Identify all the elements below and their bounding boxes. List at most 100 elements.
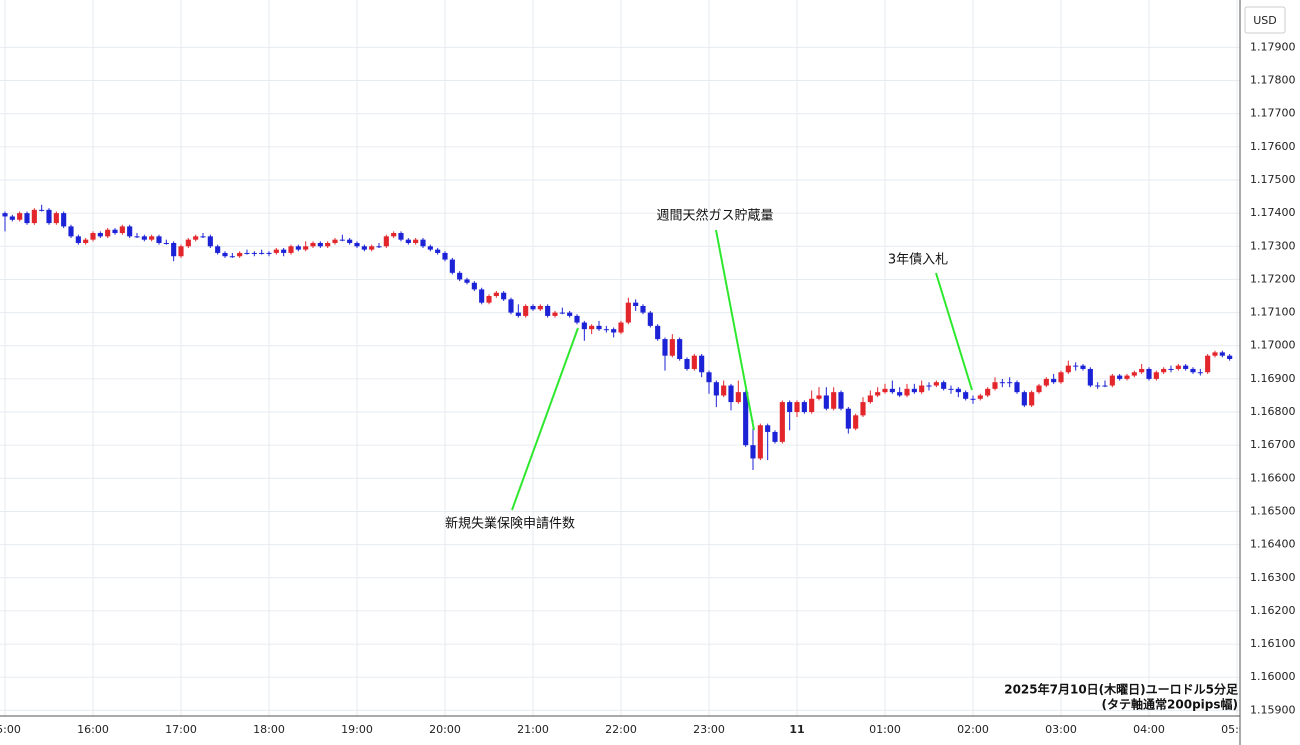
candle-body	[1036, 385, 1042, 393]
x-tick-label: 15:00	[0, 723, 21, 736]
caption: (タテ軸通常200pips幅)	[1102, 697, 1238, 712]
candle-body	[1109, 375, 1115, 386]
candle-body	[251, 252, 257, 254]
candle-body	[185, 239, 191, 247]
annotation: 3年債入札	[888, 253, 948, 268]
x-tick-label: 17:00	[165, 723, 197, 736]
candle-body	[640, 305, 646, 313]
candle-body	[992, 382, 998, 389]
candle-body	[24, 213, 30, 224]
candle-body	[229, 256, 235, 258]
candle-body	[1168, 368, 1174, 370]
y-tick-label: 1.16100	[1250, 637, 1296, 650]
candle-body	[420, 239, 426, 247]
y-tick-label: 1.17500	[1250, 173, 1296, 186]
x-tick-label: 21:00	[517, 723, 549, 736]
candle-body	[897, 392, 903, 396]
candle-body	[310, 242, 316, 247]
candle-body	[545, 305, 551, 316]
candle-body	[178, 246, 184, 257]
candle-body	[127, 226, 133, 237]
y-tick-label: 1.16900	[1250, 372, 1296, 385]
candle-body	[9, 216, 15, 220]
candle-body	[523, 305, 529, 316]
y-tick-label: 1.16000	[1250, 670, 1296, 683]
candle-body	[105, 229, 111, 237]
candle-body	[61, 213, 67, 227]
candle-body	[889, 388, 895, 393]
candle-body	[1139, 368, 1145, 373]
y-tick-label: 1.17100	[1250, 306, 1296, 319]
candle-body	[926, 385, 932, 387]
candle-body	[288, 246, 294, 253]
candle-body	[207, 236, 213, 247]
candle-body	[119, 226, 125, 234]
candle-body	[1117, 375, 1123, 379]
currency-label: USD	[1253, 14, 1277, 27]
candle-body	[112, 229, 118, 234]
x-tick-label: 20:00	[429, 723, 461, 736]
y-tick-label: 1.17800	[1250, 74, 1296, 87]
candle-body	[1205, 355, 1211, 373]
y-tick-label: 1.16300	[1250, 571, 1296, 584]
candle-body	[596, 325, 602, 330]
x-tick-label: 16:00	[77, 723, 109, 736]
candle-body	[405, 239, 411, 243]
candle-body	[317, 242, 323, 247]
candle-body	[501, 292, 507, 300]
y-tick-label: 1.15900	[1250, 703, 1296, 716]
candle-body	[1190, 368, 1196, 373]
y-tick-label: 1.17300	[1250, 239, 1296, 252]
candle-body	[779, 402, 785, 442]
candle-body	[295, 246, 301, 250]
candle-body	[985, 388, 991, 396]
candle-body	[464, 279, 470, 283]
candle-body	[1146, 368, 1152, 379]
candle-body	[721, 385, 727, 396]
candle-body	[1131, 372, 1137, 376]
candle-body	[149, 236, 155, 240]
candle-body	[193, 236, 199, 240]
candle-body	[735, 392, 741, 403]
candle-body	[757, 425, 763, 459]
candle-body	[530, 305, 536, 310]
candle-body	[31, 209, 37, 224]
candle-body	[442, 252, 448, 260]
candle-body	[163, 242, 169, 244]
candle-body	[581, 322, 587, 330]
candle-body	[141, 236, 147, 240]
candle-body	[171, 242, 177, 257]
y-tick-label: 1.17700	[1250, 107, 1296, 120]
candle-body	[860, 402, 866, 416]
candle-body	[259, 252, 265, 254]
candle-body	[266, 252, 272, 254]
candle-body	[838, 392, 844, 409]
x-tick-label: 02:00	[957, 723, 989, 736]
candle-body	[963, 392, 969, 399]
candle-body	[713, 382, 719, 396]
candle-body	[215, 246, 221, 253]
candle-body	[1043, 378, 1049, 386]
y-tick-label: 1.16400	[1250, 538, 1296, 551]
candle-body	[339, 239, 345, 241]
candle-body	[772, 431, 778, 442]
candle-body	[325, 242, 331, 247]
candle-body	[383, 236, 389, 247]
candle-body	[699, 355, 705, 373]
candle-body	[655, 325, 661, 340]
candle-body	[413, 239, 419, 243]
candle-body	[1021, 392, 1027, 406]
candle-body	[486, 296, 492, 303]
candle-body	[669, 339, 675, 356]
candle-body	[867, 395, 873, 403]
candle-body	[303, 246, 309, 250]
candle-body	[156, 236, 162, 243]
candle-body	[134, 236, 140, 238]
candle-body	[1007, 382, 1013, 384]
candle-body	[1212, 352, 1218, 356]
candle-body	[970, 398, 976, 400]
candle-body	[39, 209, 45, 211]
candle-body	[743, 392, 749, 446]
candle-body	[647, 312, 653, 326]
